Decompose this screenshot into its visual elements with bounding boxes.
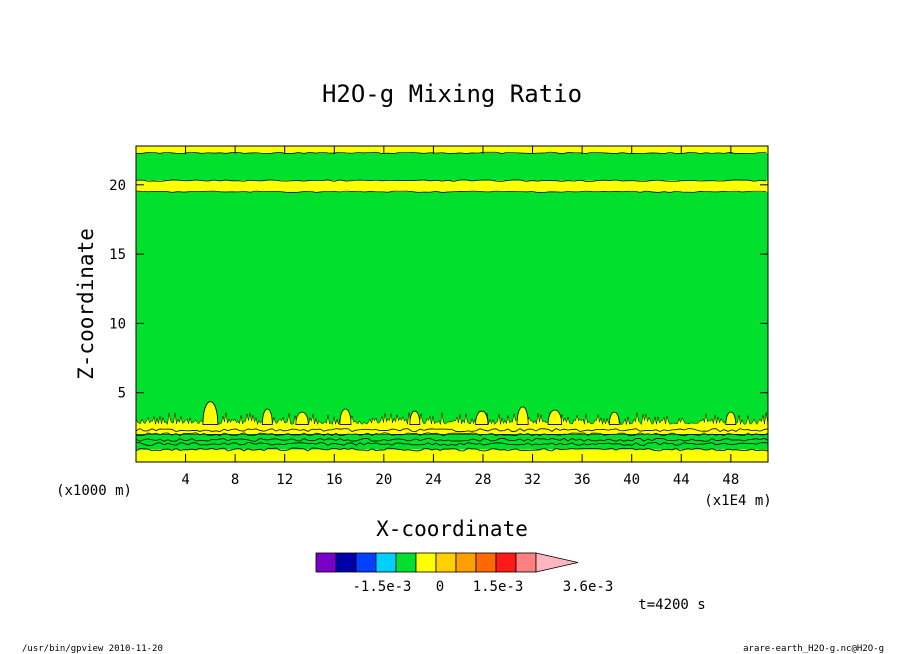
- colorbar-extension-arrow: [535, 552, 579, 573]
- colorbar-cell-3: [375, 552, 397, 573]
- contour-band-5: [136, 152, 768, 181]
- x-tick-label: 20: [375, 472, 392, 488]
- x-tick-label: 48: [722, 472, 739, 488]
- colorbar-label: 1.5e-3: [473, 579, 524, 595]
- colorbar-label: 3.6e-3: [563, 579, 614, 595]
- x-tick-label: 4: [181, 472, 189, 488]
- contour-band-0: [136, 449, 768, 462]
- x-unit-left: (x1000 m): [56, 483, 132, 499]
- colorbar-cell-4: [395, 552, 417, 573]
- x-unit-right: (x1E4 m): [704, 493, 771, 509]
- colorbar-cell-5: [415, 552, 437, 573]
- chart-title: H2O-g Mixing Ratio: [322, 80, 582, 108]
- y-axis-label: Z-coordinate: [74, 228, 98, 380]
- x-tick-label: 32: [524, 472, 541, 488]
- footer-right: arare-earth_H2O-g.nc@H2O-g: [743, 644, 884, 654]
- x-tick-label: 16: [326, 472, 343, 488]
- moisture-blob-1: [261, 408, 273, 425]
- moisture-blob-4: [409, 410, 421, 425]
- colorbar-cell-6: [435, 552, 457, 573]
- plot-frame: [135, 145, 769, 463]
- contour-band-1: [136, 434, 768, 450]
- colorbar-cell-8: [475, 552, 497, 573]
- contour-line-4: [136, 428, 768, 433]
- colorbar-cell-2: [355, 552, 377, 573]
- x-tick-label: 40: [623, 472, 640, 488]
- x-axis-label: X-coordinate: [376, 517, 528, 541]
- moisture-blob-9: [725, 411, 737, 425]
- colorbar-cell-7: [455, 552, 477, 573]
- footer-left: /usr/bin/gpview 2010-11-20: [22, 644, 163, 654]
- plot-area: [136, 146, 768, 462]
- contour-band-6: [136, 146, 768, 153]
- colorbar-cell-0: [315, 552, 337, 573]
- moisture-blob-7: [547, 409, 563, 425]
- x-axis: 4 8 12 16 20 24 28 32 36 40 44 48: [181, 146, 739, 488]
- contour-line-0: [136, 447, 768, 452]
- y-tick-label: 10: [109, 316, 126, 332]
- moisture-blob-0: [202, 401, 219, 425]
- contour-band-3: [136, 191, 768, 425]
- upper-contour-line-0: [136, 190, 767, 193]
- colorbar-cell-10: [515, 552, 537, 573]
- colorbar: -1.5e-3 0 1.5e-3 3.6e-3: [315, 552, 614, 595]
- colorbar-label: -1.5e-3: [352, 579, 411, 595]
- colorbar-cell-1: [335, 552, 357, 573]
- x-tick-label: 44: [673, 472, 690, 488]
- y-axis: 5 10 15 20: [109, 178, 768, 402]
- x-tick-label: 12: [276, 472, 293, 488]
- moisture-blob-8: [608, 411, 620, 425]
- moisture-blob-3: [339, 408, 352, 425]
- contour-line-1: [136, 442, 768, 446]
- x-tick-label: 28: [475, 472, 492, 488]
- y-tick-label: 20: [109, 178, 126, 194]
- colorbar-label: 0: [436, 579, 444, 595]
- x-tick-label: 8: [231, 472, 239, 488]
- upper-contour-line-2: [136, 151, 767, 155]
- contour-line-3: [136, 432, 768, 437]
- x-tick-label: 36: [574, 472, 591, 488]
- moisture-blob-6: [516, 406, 529, 425]
- moisture-blob-5: [475, 410, 489, 425]
- upper-contour-line-1: [136, 179, 767, 182]
- contour-line-2: [136, 437, 768, 442]
- moisture-blob-2: [295, 411, 309, 425]
- time-label: t=4200 s: [638, 597, 705, 613]
- colorbar-cell-9: [495, 552, 517, 573]
- contour-band-4: [136, 180, 768, 192]
- x-tick-label: 24: [425, 472, 442, 488]
- y-tick-label: 5: [118, 386, 126, 402]
- y-tick-label: 15: [109, 247, 126, 263]
